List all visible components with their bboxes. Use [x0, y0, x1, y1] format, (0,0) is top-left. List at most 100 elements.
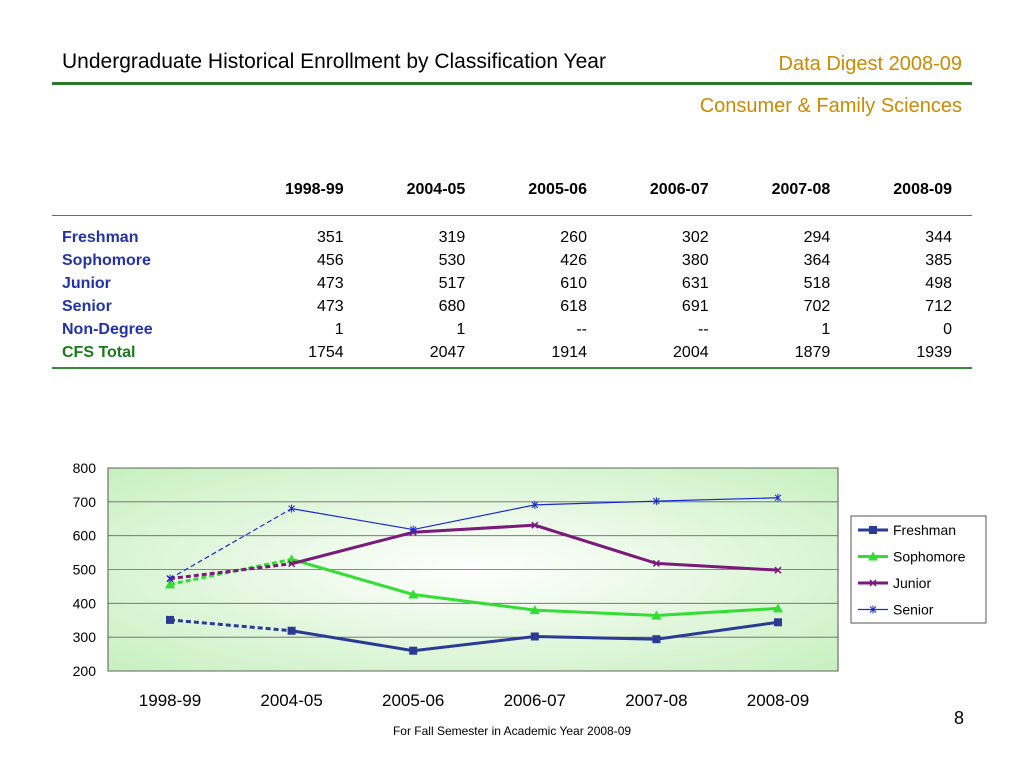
senior-point — [531, 500, 539, 509]
table-cell: -- — [697, 321, 709, 338]
table-cell: 2047 — [429, 344, 466, 361]
x-tick-label: 1998-99 — [139, 691, 201, 710]
table-cell: 380 — [681, 252, 709, 269]
y-tick-label: 200 — [73, 663, 97, 679]
table-cell: 344 — [925, 229, 952, 246]
table-cell: 1879 — [794, 344, 831, 361]
junior-point — [531, 521, 539, 529]
table-header-cell: 2005-06 — [528, 181, 587, 198]
table-cell: 364 — [803, 252, 831, 269]
y-tick-label: 400 — [73, 595, 97, 611]
sophomore-point — [408, 589, 419, 599]
table-cell: 691 — [681, 298, 709, 315]
x-tick-label: 2008-09 — [747, 691, 809, 710]
sophomore-point — [773, 603, 783, 613]
y-tick-label: 300 — [73, 629, 97, 645]
table-cell: 2004 — [673, 344, 709, 361]
table-header-cell: 2004-05 — [406, 181, 466, 198]
junior-point — [652, 559, 660, 567]
table-cell: 0 — [943, 321, 952, 338]
table-cell: 473 — [316, 298, 344, 315]
x-tick-label: 2007-08 — [625, 691, 687, 710]
table-row: Sophomore 456 530 426 380 364 385 — [52, 250, 972, 273]
table-cell: 1939 — [916, 344, 952, 361]
department-label: Consumer & Family Sciences — [699, 95, 962, 117]
table-header-cell: 2006-07 — [649, 181, 709, 198]
junior-point — [288, 560, 296, 568]
table-row: Senior 473 680 618 691 702 712 — [52, 296, 972, 319]
table-cell: 1754 — [308, 344, 344, 361]
senior-point — [774, 493, 782, 502]
title-divider — [52, 82, 972, 85]
freshman-point — [774, 618, 782, 627]
sophomore-gap-segment — [169, 557, 292, 586]
freshman-point — [530, 632, 539, 641]
table-cell: 498 — [925, 275, 952, 292]
table-cell: 1 — [334, 321, 344, 338]
sophomore-point — [651, 610, 662, 620]
legend-marker — [868, 551, 878, 561]
x-tick-label: 2006-07 — [504, 691, 566, 710]
table-cell: 610 — [560, 275, 587, 292]
row-label: Senior — [62, 298, 112, 315]
legend-marker — [869, 579, 877, 587]
table-cell: 517 — [438, 275, 466, 292]
senior-point — [166, 574, 174, 583]
row-label: Junior — [62, 275, 111, 292]
table-cell: -- — [576, 321, 587, 338]
y-tick-label: 800 — [73, 460, 97, 476]
table-cell: 518 — [803, 275, 831, 292]
legend-label: Junior — [893, 575, 931, 591]
table-cell: 456 — [316, 252, 344, 269]
senior-gap-segment — [169, 508, 292, 580]
table-cell: 1 — [821, 321, 831, 338]
digest-label: Data Digest 2008-09 — [778, 53, 962, 75]
table-cell: 302 — [681, 229, 709, 246]
page-title: Undergraduate Historical Enrollment by C… — [62, 50, 606, 73]
table-cell: 712 — [925, 298, 952, 315]
y-tick-label: 600 — [73, 528, 97, 544]
freshman-point — [409, 646, 418, 655]
sophomore-point — [529, 605, 540, 615]
freshman-point — [287, 626, 296, 635]
table-header-row: 1998-99 2004-05 2005-06 2006-07 2007-08 … — [52, 176, 972, 216]
row-label: CFS Total — [62, 344, 136, 361]
page-number: 8 — [953, 708, 964, 728]
legend-label: Sophomore — [893, 549, 966, 565]
freshman-gap-segment — [169, 618, 292, 633]
legend-marker — [869, 526, 877, 534]
table-row: Junior 473 517 610 631 518 498 — [52, 273, 972, 296]
row-label: Freshman — [62, 229, 139, 246]
table-header-cell: 2008-09 — [893, 181, 952, 198]
table-cell: 351 — [316, 229, 344, 246]
x-tick-label: 2005-06 — [382, 691, 444, 710]
table-cell: 680 — [438, 298, 466, 315]
table-cell: 1914 — [551, 344, 587, 361]
table-cell: 702 — [803, 298, 831, 315]
legend-marker — [869, 605, 877, 614]
table-cell: 530 — [438, 252, 466, 269]
row-label: Non-Degree — [62, 321, 153, 338]
freshman-point — [166, 615, 174, 624]
x-tick-label: 2004-05 — [260, 691, 322, 710]
row-label: Sophomore — [62, 252, 151, 269]
table-row: Non-Degree 1 1 -- -- 1 0 — [52, 319, 972, 342]
table-row: Freshman 351 319 260 302 294 344 — [52, 216, 972, 251]
senior-point — [409, 525, 417, 534]
sophomore-point — [165, 579, 175, 589]
table-header-cell: 2007-08 — [771, 181, 831, 198]
table-cell: 260 — [560, 229, 587, 246]
senior-point — [288, 504, 295, 513]
junior-gap-segment — [169, 562, 292, 581]
table-cell: 385 — [925, 252, 952, 269]
senior-point — [653, 497, 660, 506]
junior-point — [774, 566, 782, 574]
table-cell: 1 — [456, 321, 466, 338]
y-tick-label: 500 — [73, 562, 97, 578]
enrollment-table: 1998-99 2004-05 2005-06 2006-07 2007-08 … — [52, 176, 972, 369]
table-cell: 319 — [438, 229, 466, 246]
freshman-point — [652, 635, 661, 644]
table-cell: 631 — [681, 275, 709, 292]
table-row: CFS Total 1754 2047 1914 2004 1879 1939 — [52, 342, 972, 368]
